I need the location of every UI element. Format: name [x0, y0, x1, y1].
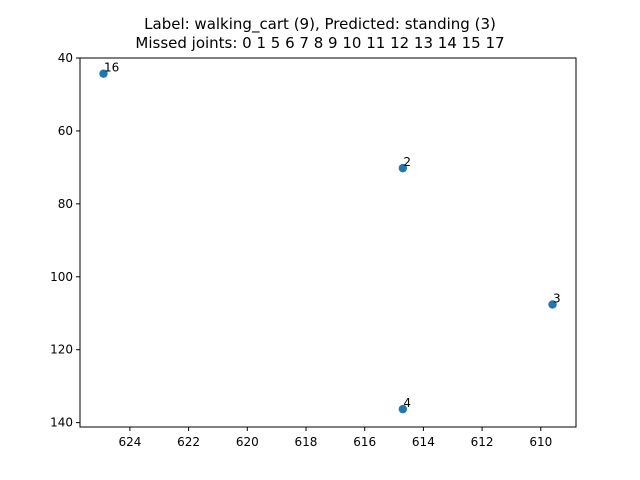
joint-point-3 — [548, 300, 557, 309]
joint-label-2: 2 — [403, 155, 411, 169]
x-tick-label: 618 — [295, 435, 318, 449]
chart-title-line-2: Missed joints: 0 1 5 6 7 8 9 10 11 12 13… — [135, 34, 505, 52]
y-tick-label: 100 — [50, 270, 73, 284]
x-tick-label: 620 — [236, 435, 259, 449]
joint-label-4: 4 — [403, 396, 411, 410]
y-tick-label: 80 — [58, 197, 73, 211]
x-tick-label: 622 — [177, 435, 200, 449]
plot-area-frame — [79, 57, 577, 428]
y-tick-label: 60 — [58, 124, 73, 138]
y-tick-label: 120 — [50, 343, 73, 357]
chart-title-line-1: Label: walking_cart (9), Predicted: stan… — [144, 15, 496, 33]
joint-label-3: 3 — [553, 291, 561, 305]
y-tick-label: 140 — [50, 416, 73, 430]
joint-point-2 — [398, 163, 408, 173]
x-tick-label: 610 — [529, 435, 552, 449]
x-axis-ticks: 624 622 620 618 616 614 612 610 — [118, 427, 552, 449]
x-tick-label: 612 — [471, 435, 494, 449]
data-points: 16 2 3 4 — [99, 61, 561, 414]
joint-label-16: 16 — [104, 61, 119, 75]
x-tick-label: 624 — [118, 435, 141, 449]
x-tick-label: 614 — [412, 435, 435, 449]
y-axis-ticks: 40 60 80 100 120 140 — [50, 51, 80, 430]
joint-point-16 — [99, 69, 108, 78]
x-tick-label: 616 — [353, 435, 376, 449]
y-tick-label: 40 — [58, 51, 73, 65]
joint-point-4 — [398, 404, 408, 414]
